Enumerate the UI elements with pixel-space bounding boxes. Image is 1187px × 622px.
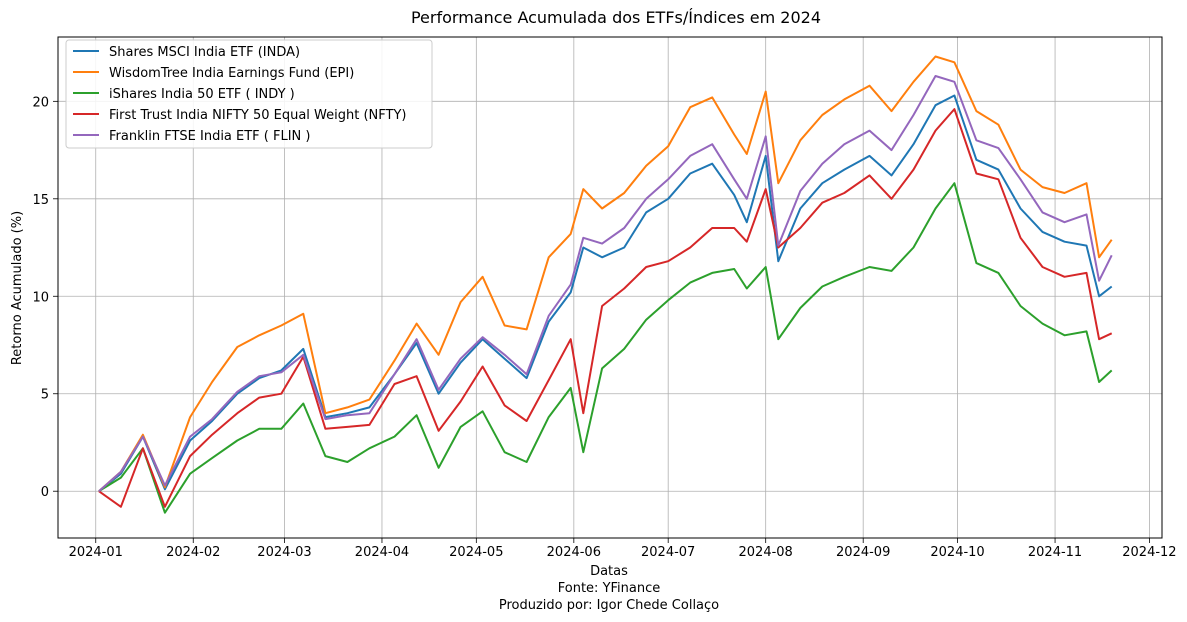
caption-author: Produzido por: Igor Chede Collaço (499, 598, 719, 613)
y-tick-label: 15 (32, 193, 49, 208)
y-tick-label: 20 (32, 95, 49, 110)
legend-label: Franklin FTSE India ETF ( FLIN ) (109, 129, 310, 144)
x-tick-label: 2024-01 (69, 545, 123, 560)
legend: Shares MSCI India ETF (INDA) WisdomTree I… (65, 39, 433, 149)
chart-title: Performance Acumulada dos ETFs/Índices e… (411, 8, 821, 27)
series-layer (98, 55, 1113, 514)
y-tick-label: 0 (41, 485, 49, 500)
series-line-5 (98, 75, 1113, 492)
x-tick-label: 2024-11 (1028, 545, 1082, 560)
x-tick-label: 2024-07 (641, 545, 695, 560)
x-tick-label: 2024-03 (257, 545, 311, 560)
x-tick-label: 2024-09 (836, 545, 890, 560)
series-line-2 (98, 55, 1113, 492)
legend-label: First Trust India NIFTY 50 Equal Weight … (109, 108, 406, 123)
legend-label: WisdomTree India Earnings Fund (EPI) (109, 66, 354, 81)
y-tick-label: 5 (41, 388, 49, 403)
x-axis-title: Datas (590, 564, 628, 579)
x-tick-label: 2024-02 (166, 545, 220, 560)
x-tick-label: 2024-08 (739, 545, 793, 560)
y-tick-label: 10 (32, 290, 49, 305)
grid-layer (58, 37, 1162, 538)
legend-box (65, 39, 433, 149)
x-tick-label: 2024-04 (355, 545, 409, 560)
x-tick-label: 2024-05 (449, 545, 503, 560)
legend-label: iShares India 50 ETF ( INDY ) (109, 87, 295, 102)
series-line-3 (98, 182, 1113, 514)
series-line-1 (98, 94, 1113, 492)
series-line-4 (98, 108, 1113, 508)
caption-source: Fonte: YFinance (558, 581, 661, 596)
x-tick-label: 2024-12 (1122, 545, 1176, 560)
legend-label: Shares MSCI India ETF (INDA) (109, 45, 300, 60)
x-tick-label: 2024-06 (547, 545, 601, 560)
plot-frame (57, 36, 1163, 539)
y-axis: 0 5 10 15 20 (32, 95, 58, 500)
x-axis: 2024-01 2024-02 2024-03 2024-04 2024-05 2024-… (69, 538, 1177, 560)
x-tick-label: 2024-10 (930, 545, 984, 560)
y-axis-title: Retorno Acumulado (%) (10, 211, 25, 365)
